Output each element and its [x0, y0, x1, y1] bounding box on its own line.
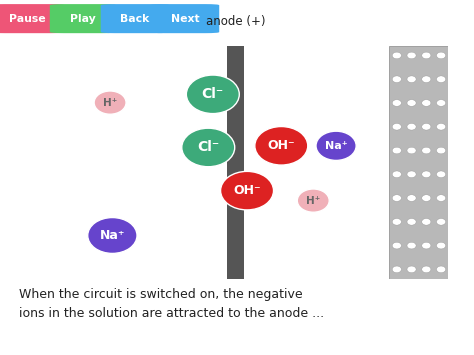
Circle shape	[422, 219, 431, 225]
Text: Play: Play	[70, 13, 96, 24]
Circle shape	[392, 100, 401, 106]
Circle shape	[407, 52, 416, 59]
Circle shape	[407, 100, 416, 106]
Text: anode (+): anode (+)	[206, 15, 265, 28]
Text: H⁺: H⁺	[103, 98, 117, 108]
Circle shape	[392, 219, 401, 225]
Circle shape	[407, 242, 416, 249]
Circle shape	[94, 91, 126, 114]
Text: Na⁺: Na⁺	[325, 141, 347, 151]
Circle shape	[437, 195, 446, 201]
Circle shape	[437, 266, 446, 273]
Circle shape	[392, 171, 401, 178]
Circle shape	[392, 52, 401, 59]
Text: H⁺: H⁺	[306, 196, 320, 206]
Circle shape	[407, 171, 416, 178]
Circle shape	[437, 100, 446, 106]
Circle shape	[437, 219, 446, 225]
Circle shape	[422, 242, 431, 249]
Circle shape	[407, 147, 416, 154]
Circle shape	[392, 266, 401, 273]
Circle shape	[88, 218, 137, 253]
Circle shape	[422, 171, 431, 178]
Circle shape	[437, 171, 446, 178]
FancyBboxPatch shape	[151, 4, 219, 33]
Circle shape	[437, 76, 446, 83]
Text: When the circuit is switched on, the negative
ions in the solution are attracted: When the circuit is switched on, the neg…	[18, 288, 324, 320]
Circle shape	[422, 76, 431, 83]
Circle shape	[220, 171, 273, 210]
FancyBboxPatch shape	[100, 4, 169, 33]
Circle shape	[437, 52, 446, 59]
Circle shape	[392, 147, 401, 154]
Text: Pause: Pause	[9, 13, 46, 24]
Circle shape	[392, 195, 401, 201]
Circle shape	[407, 219, 416, 225]
Circle shape	[186, 75, 239, 114]
Circle shape	[422, 195, 431, 201]
FancyBboxPatch shape	[50, 4, 116, 33]
Circle shape	[297, 189, 329, 212]
Circle shape	[316, 131, 356, 160]
Text: Na⁺: Na⁺	[100, 229, 125, 242]
Circle shape	[437, 242, 446, 249]
Bar	[389, 46, 448, 279]
Circle shape	[392, 124, 401, 130]
Text: Cl⁻: Cl⁻	[202, 87, 224, 101]
Circle shape	[407, 266, 416, 273]
Text: Next: Next	[171, 13, 199, 24]
FancyBboxPatch shape	[0, 4, 64, 33]
Text: Cl⁻: Cl⁻	[197, 141, 219, 154]
Bar	[227, 46, 244, 279]
Circle shape	[407, 76, 416, 83]
Circle shape	[422, 147, 431, 154]
Circle shape	[407, 195, 416, 201]
Text: OH⁻: OH⁻	[233, 184, 261, 197]
Circle shape	[422, 100, 431, 106]
Text: Back: Back	[120, 13, 150, 24]
Circle shape	[422, 52, 431, 59]
Circle shape	[422, 266, 431, 273]
Circle shape	[182, 128, 235, 167]
Text: OH⁻: OH⁻	[267, 139, 295, 152]
Circle shape	[437, 124, 446, 130]
Circle shape	[392, 76, 401, 83]
Circle shape	[392, 242, 401, 249]
Circle shape	[255, 126, 308, 165]
Circle shape	[422, 124, 431, 130]
Circle shape	[407, 124, 416, 130]
Circle shape	[437, 147, 446, 154]
